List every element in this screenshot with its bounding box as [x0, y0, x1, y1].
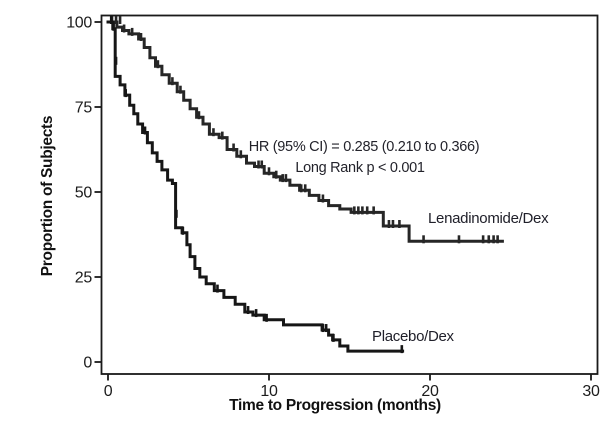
hr-annotation-line1: HR (95% CI) = 0.285 (0.210 to 0.366): [249, 139, 480, 155]
y-tick-label: 50: [75, 185, 93, 202]
y-tick-label: 100: [66, 15, 92, 32]
y-axis-ticks: 0 25 50 75 100: [66, 15, 102, 372]
y-tick-label: 0: [83, 355, 92, 372]
y-tick-label: 25: [75, 270, 93, 287]
curve-label-placebo-dex: Placebo/Dex: [372, 328, 455, 345]
survival-curve-lenadinomide-dex: [106, 20, 504, 243]
y-axis-title: Proportion of Subjects: [39, 116, 56, 276]
x-tick-label: 10: [260, 383, 278, 400]
x-axis-ticks: 0 10 20 30: [104, 374, 600, 400]
y-tick-label: 75: [75, 100, 93, 117]
survival-curve-placebo-dex: [106, 20, 405, 353]
logrank-annotation-line2: Long Rank p < 0.001: [295, 160, 425, 176]
x-tick-label: 30: [582, 383, 600, 400]
x-tick-label: 0: [104, 383, 113, 400]
x-axis-title: Time to Progression (months): [229, 397, 441, 414]
survival-curves: [106, 16, 504, 354]
curve-label-lenadinomide-dex: Lenadinomide/Dex: [428, 210, 549, 227]
plot-frame: [100, 14, 599, 375]
x-tick-label: 20: [421, 383, 439, 400]
